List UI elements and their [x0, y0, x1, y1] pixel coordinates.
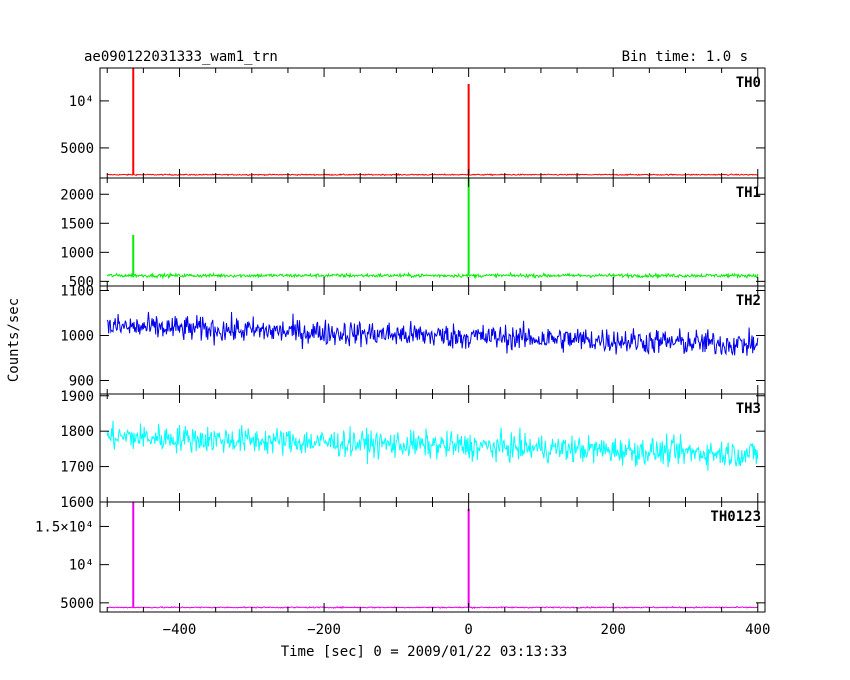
x-axis-label: Time [sec] 0 = 2009/01/22 03:13:33	[281, 644, 568, 660]
panel-th0123: 5000 10⁴ 1.5×10⁴ TH0123	[35, 501, 766, 613]
x-tick-label: 200	[601, 622, 626, 638]
series-line-th1	[106, 271, 759, 280]
bin-time-label: Bin time: 1.0 s	[622, 49, 748, 65]
y-tick-label: 900	[69, 374, 94, 390]
panel-th2: 900 1000 1100 TH2	[60, 284, 766, 395]
panel-label-th2: TH2	[736, 293, 761, 309]
y-tick-label: 5000	[60, 596, 94, 612]
panel-frame	[99, 177, 766, 287]
chart-title: ae090122031333_wam1_trn	[84, 49, 278, 65]
y-tick-label: 1900	[60, 389, 94, 405]
panel-label-th0: TH0	[736, 75, 761, 91]
y-tick-label: 10⁴	[69, 94, 94, 110]
series-line-th2	[106, 311, 759, 356]
panel-frame	[99, 67, 766, 179]
y-tick-label: 10⁴	[69, 558, 94, 574]
y-tick-label: 5000	[60, 141, 94, 157]
y-tick-label: 2000	[60, 187, 94, 203]
panel-th1: 500 1000 1500 2000 TH1	[60, 177, 766, 290]
series-line-th3	[106, 420, 759, 471]
y-tick-label: 1000	[60, 245, 94, 261]
y-tick-label: 1100	[60, 284, 94, 300]
y-tick-label: 1800	[60, 424, 94, 440]
panel-frame	[99, 501, 766, 613]
y-tick-label: 1600	[60, 495, 94, 511]
x-tick-label: −200	[307, 622, 341, 638]
y-tick-label: 1.5×10⁴	[35, 519, 94, 535]
y-tick-label: 500	[69, 274, 94, 290]
x-tick-label: −400	[163, 622, 197, 638]
y-tick-label: 1000	[60, 329, 94, 345]
panel-label-th1: TH1	[736, 185, 761, 201]
panel-label-th0123: TH0123	[710, 509, 761, 525]
y-axis-label: Counts/sec	[6, 298, 22, 382]
panel-th0: 5000 10⁴ TH0	[60, 67, 766, 179]
panel-th3: 1600 1700 1800 1900 TH3	[60, 389, 766, 511]
y-tick-label: 1700	[60, 460, 94, 476]
x-tick-label: 0	[464, 622, 472, 638]
y-tick-label: 1500	[60, 216, 94, 232]
x-tick-label: 400	[745, 622, 770, 638]
panel-label-th3: TH3	[736, 401, 761, 417]
